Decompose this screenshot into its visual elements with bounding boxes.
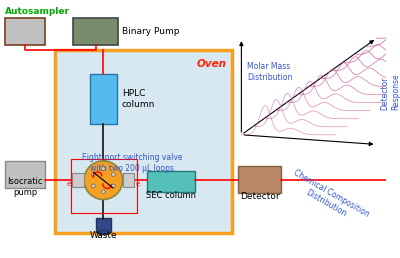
Bar xyxy=(73,18,118,45)
Circle shape xyxy=(91,172,95,176)
Circle shape xyxy=(91,184,95,188)
Text: Chemical Composition
Distribution: Chemical Composition Distribution xyxy=(286,168,370,228)
Circle shape xyxy=(84,161,123,199)
Text: SEC column: SEC column xyxy=(146,191,196,200)
Bar xyxy=(238,166,281,193)
Text: Oven: Oven xyxy=(197,60,227,69)
Circle shape xyxy=(112,172,115,176)
Bar xyxy=(147,171,195,192)
Text: Detector
Response: Detector Response xyxy=(380,73,400,110)
Text: HPLC
column: HPLC column xyxy=(122,89,155,109)
Text: Detector: Detector xyxy=(240,192,280,201)
Bar xyxy=(72,159,137,213)
Text: Waste: Waste xyxy=(90,231,117,240)
Circle shape xyxy=(101,167,105,171)
Text: e: e xyxy=(66,181,70,187)
Circle shape xyxy=(101,190,105,194)
Bar xyxy=(72,173,84,187)
Text: Autosampler: Autosampler xyxy=(5,7,70,16)
Circle shape xyxy=(112,184,115,188)
Text: e: e xyxy=(135,181,140,187)
Bar xyxy=(55,50,232,233)
Text: Eight-port switching valve
with two 200 μL loops: Eight-port switching valve with two 200 … xyxy=(82,153,182,173)
Bar xyxy=(5,161,45,188)
Text: Isocratic
pump: Isocratic pump xyxy=(7,177,43,197)
Text: Molar Mass
Distribution: Molar Mass Distribution xyxy=(247,62,292,82)
Bar xyxy=(123,173,134,187)
Bar xyxy=(90,74,117,124)
Text: Binary Pump: Binary Pump xyxy=(122,27,179,36)
Bar xyxy=(5,18,45,45)
Bar xyxy=(96,218,111,232)
Bar xyxy=(100,230,107,234)
